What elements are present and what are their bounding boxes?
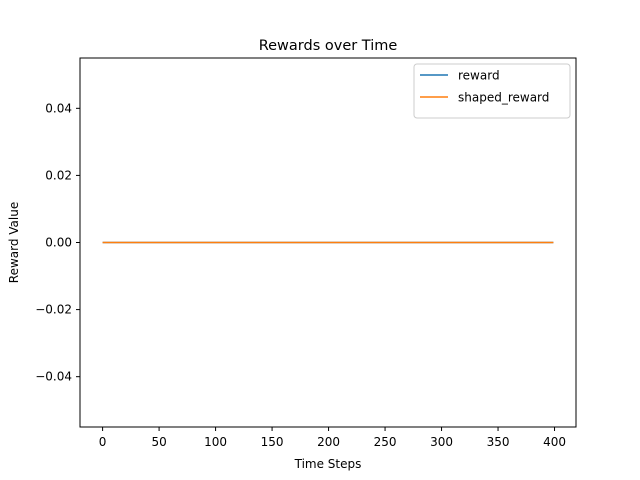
- legend-label: shaped_reward: [458, 91, 549, 105]
- legend-label: reward: [458, 69, 500, 83]
- x-tick-label: 250: [374, 435, 397, 449]
- legend: reward shaped_reward: [413, 63, 571, 119]
- y-axis-label: Reward Value: [7, 202, 21, 283]
- y-tick-label: 0.04: [45, 101, 72, 115]
- x-tick-label: 50: [151, 435, 166, 449]
- plot-frame: [79, 57, 577, 428]
- x-axis: 0 50 100 150 200 250 300 350 400: [99, 427, 566, 449]
- y-tick-label: 0.02: [45, 168, 72, 182]
- y-tick-label: −0.02: [35, 303, 72, 317]
- x-tick-label: 400: [543, 435, 566, 449]
- y-axis: −0.04 −0.02 0.00 0.02 0.04: [35, 101, 80, 384]
- y-tick-label: −0.04: [35, 370, 72, 384]
- x-tick-label: 150: [261, 435, 284, 449]
- x-tick-label: 100: [204, 435, 227, 449]
- x-tick-label: 0: [99, 435, 107, 449]
- legend-frame: [413, 63, 571, 119]
- x-tick-label: 300: [430, 435, 453, 449]
- x-axis-label: Time Steps: [294, 457, 362, 471]
- x-tick-label: 350: [487, 435, 510, 449]
- x-tick-label: 200: [317, 435, 340, 449]
- chart-title: Rewards over Time: [259, 38, 398, 54]
- y-tick-label: 0.00: [45, 236, 72, 250]
